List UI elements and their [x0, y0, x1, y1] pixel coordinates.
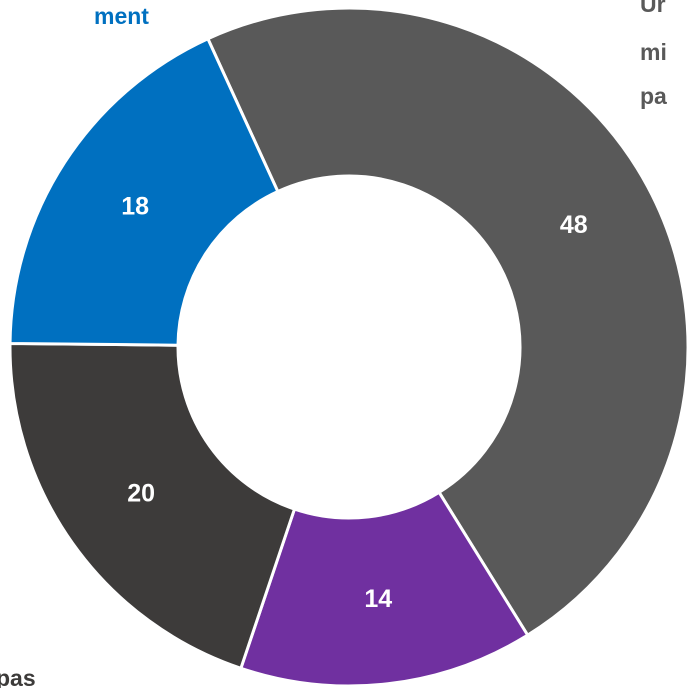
donut-slice — [205, 6, 687, 638]
data-label: 20 — [127, 479, 155, 507]
annotation: pas — [0, 665, 36, 688]
annotation: pa — [640, 83, 667, 109]
annotation: ment — [94, 3, 149, 29]
data-label: 18 — [121, 193, 149, 221]
data-label: 48 — [560, 211, 588, 239]
data-label: 14 — [364, 585, 392, 613]
annotation: Ur — [640, 0, 666, 17]
annotation: mi — [640, 39, 667, 65]
donut-slice — [8, 341, 297, 671]
donut-slice — [238, 490, 530, 688]
donut-slice — [8, 36, 280, 347]
